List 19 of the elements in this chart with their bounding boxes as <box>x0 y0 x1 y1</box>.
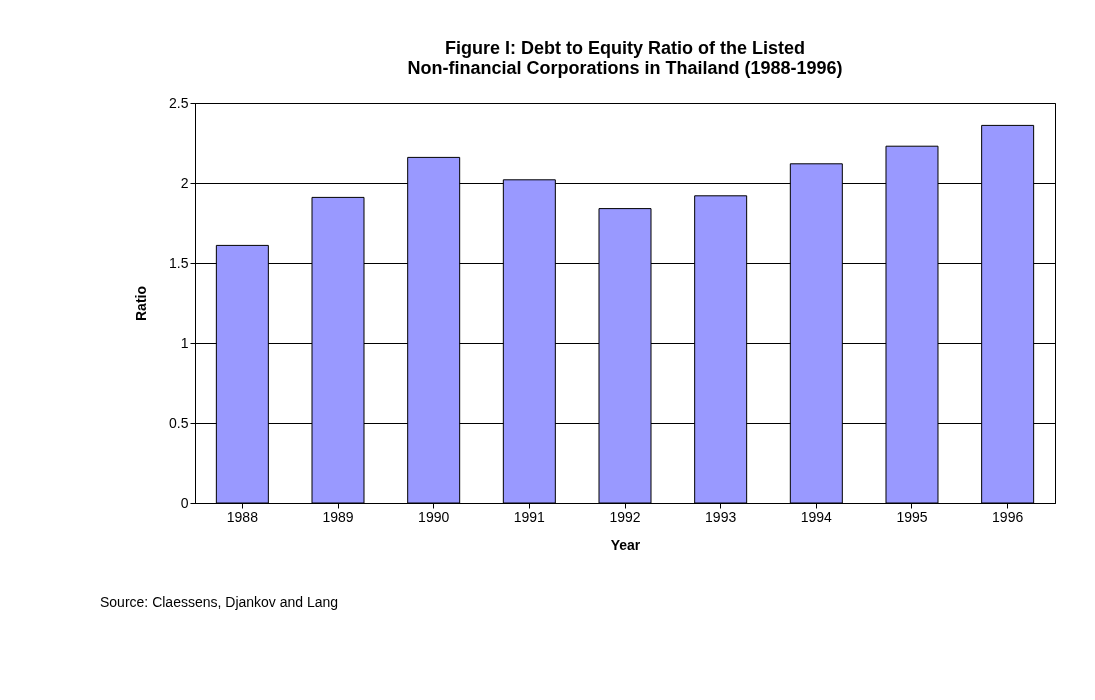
x-tick-label: 1996 <box>992 508 1024 525</box>
x-tick-label: 1988 <box>226 508 259 525</box>
y-tick-label: 2.5 <box>169 94 189 111</box>
source-note: Source: Claessens, Djankov and Lang <box>100 594 339 610</box>
x-tick-label: 1990 <box>418 508 450 525</box>
chart-title: Figure I: Debt to Equity Ratio of the Listed Non-financial Corporations in Thailand (1988-1996) <box>407 38 843 78</box>
y-tick-label: 0 <box>180 494 189 511</box>
x-tick-label: 1994 <box>800 508 833 525</box>
y-axis-title: Ratio <box>133 286 150 321</box>
x-axis-title: Year <box>610 536 641 553</box>
x-tick-label: 1989 <box>322 508 354 525</box>
y-tick-label: 2 <box>180 174 189 191</box>
y-tick-label: 1.5 <box>169 254 189 271</box>
y-tick-label: 1 <box>180 334 189 351</box>
x-tick-label: 1992 <box>609 508 641 525</box>
x-tick-label: 1991 <box>513 508 546 525</box>
x-tick-label: 1993 <box>705 508 737 525</box>
y-tick-label: 0.5 <box>169 414 189 431</box>
x-tick-label: 1995 <box>896 508 928 525</box>
